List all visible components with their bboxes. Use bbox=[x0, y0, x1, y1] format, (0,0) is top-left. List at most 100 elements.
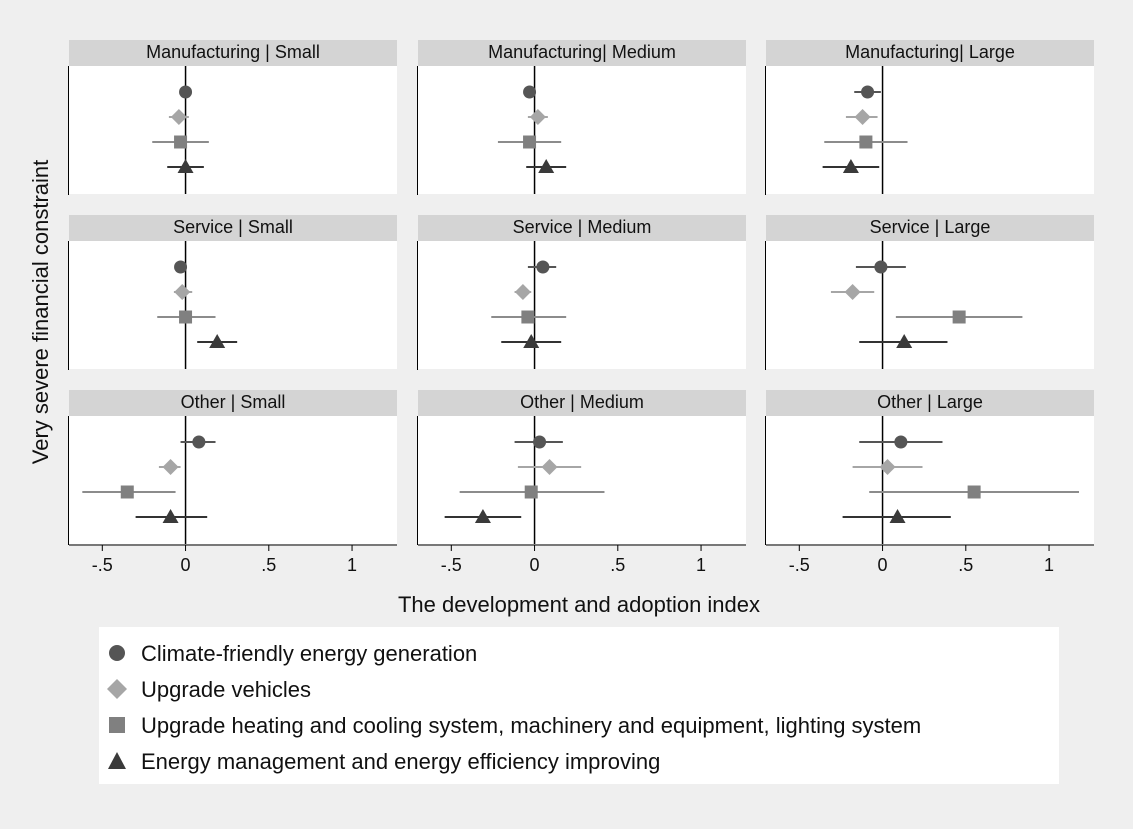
panel: Other | Medium -.5 0 .5 1 bbox=[417, 390, 746, 575]
data-point-triangle bbox=[889, 509, 906, 523]
data-point-diamond bbox=[174, 284, 191, 300]
panel-header bbox=[418, 215, 746, 241]
x-tick-label: 0 bbox=[878, 555, 888, 575]
data-point-diamond bbox=[170, 109, 187, 125]
panel-title: Service | Medium bbox=[513, 217, 652, 237]
data-point-triangle bbox=[162, 509, 179, 523]
panel-header bbox=[766, 40, 1094, 66]
x-tick-label: -.5 bbox=[441, 555, 462, 575]
data-point-triangle bbox=[523, 334, 540, 348]
x-tick-label: 0 bbox=[530, 555, 540, 575]
data-point-square bbox=[967, 485, 981, 499]
x-axis-title: The development and adoption index bbox=[398, 592, 760, 617]
legend-label: Upgrade heating and cooling system, mach… bbox=[141, 713, 922, 738]
plot-area bbox=[766, 66, 1094, 194]
panel-header bbox=[69, 215, 397, 241]
data-point-square bbox=[952, 310, 966, 324]
data-point-circle bbox=[536, 260, 550, 274]
panel-header bbox=[766, 215, 1094, 241]
panel: Service | Small bbox=[68, 215, 397, 370]
x-tick-label: 1 bbox=[1044, 555, 1054, 575]
data-point-triangle bbox=[842, 159, 859, 173]
legend-label: Climate-friendly energy generation bbox=[141, 641, 478, 666]
panel-header bbox=[69, 40, 397, 66]
panel-title: Other | Medium bbox=[520, 392, 644, 412]
triangle-marker-icon bbox=[108, 752, 126, 769]
data-point-triangle bbox=[177, 159, 194, 173]
panel-title: Manufacturing | Small bbox=[146, 42, 320, 62]
data-point-diamond bbox=[854, 109, 871, 125]
plot-area bbox=[418, 416, 746, 544]
diamond-marker-icon bbox=[107, 679, 127, 699]
x-tick-label: .5 bbox=[261, 555, 276, 575]
y-axis-title: Very severe financial constraint bbox=[28, 160, 53, 465]
data-point-triangle bbox=[474, 509, 491, 523]
data-point-circle bbox=[874, 260, 888, 274]
plot-area bbox=[418, 66, 746, 194]
x-tick-label: 1 bbox=[696, 555, 706, 575]
square-marker-icon bbox=[109, 717, 125, 733]
panel-header bbox=[766, 390, 1094, 416]
panel-title: Manufacturing| Large bbox=[845, 42, 1015, 62]
data-point-square bbox=[524, 485, 538, 499]
plot-area bbox=[418, 241, 746, 369]
circle-marker-icon bbox=[109, 645, 125, 661]
data-point-triangle bbox=[896, 334, 913, 348]
legend-item: Upgrade vehicles bbox=[99, 671, 1059, 707]
panel: Manufacturing| Medium bbox=[417, 40, 746, 195]
panel-header bbox=[418, 390, 746, 416]
panel: Manufacturing | Small bbox=[68, 40, 397, 195]
legend: Climate-friendly energy generation Upgra… bbox=[99, 627, 1059, 784]
data-point-square bbox=[523, 135, 537, 149]
plot-area bbox=[69, 66, 397, 194]
data-point-circle bbox=[523, 85, 537, 99]
panel-title: Other | Small bbox=[181, 392, 286, 412]
x-tick-label: -.5 bbox=[789, 555, 810, 575]
plot-area bbox=[69, 416, 397, 544]
data-point-circle bbox=[894, 435, 908, 449]
data-point-triangle bbox=[209, 334, 226, 348]
panel-title: Other | Large bbox=[877, 392, 983, 412]
data-point-circle bbox=[192, 435, 206, 449]
data-point-square bbox=[120, 485, 134, 499]
x-tick-label: .5 bbox=[958, 555, 973, 575]
data-point-square bbox=[174, 135, 188, 149]
data-point-square bbox=[859, 135, 873, 149]
x-tick-label: .5 bbox=[610, 555, 625, 575]
data-point-circle bbox=[533, 435, 547, 449]
data-point-circle bbox=[861, 85, 875, 99]
data-point-diamond bbox=[879, 459, 896, 475]
data-point-triangle bbox=[538, 159, 555, 173]
data-point-square bbox=[179, 310, 193, 324]
legend-item: Climate-friendly energy generation bbox=[99, 635, 1059, 671]
panel: Service | Medium bbox=[417, 215, 746, 370]
legend-label: Upgrade vehicles bbox=[141, 677, 311, 702]
legend-item: Upgrade heating and cooling system, mach… bbox=[99, 707, 1059, 743]
panel: Manufacturing| Large bbox=[765, 40, 1094, 195]
data-point-diamond bbox=[529, 109, 546, 125]
panel-title: Service | Small bbox=[173, 217, 293, 237]
panel-title: Service | Large bbox=[870, 217, 991, 237]
data-point-circle bbox=[174, 260, 188, 274]
plot-area bbox=[766, 416, 1094, 544]
legend-item: Energy management and energy efficiency … bbox=[99, 743, 1059, 779]
x-tick-label: 1 bbox=[347, 555, 357, 575]
panel: Other | Small -.5 0 .5 1 bbox=[68, 390, 397, 575]
panel-header bbox=[418, 40, 746, 66]
panel-header bbox=[69, 390, 397, 416]
data-point-diamond bbox=[162, 459, 179, 475]
data-point-diamond bbox=[844, 284, 861, 300]
legend-label: Energy management and energy efficiency … bbox=[141, 749, 661, 774]
x-tick-label: -.5 bbox=[92, 555, 113, 575]
data-point-square bbox=[521, 310, 535, 324]
plot-area bbox=[69, 241, 397, 369]
panel: Other | Large -.5 0 .5 1 bbox=[765, 390, 1094, 575]
data-point-diamond bbox=[514, 284, 531, 300]
x-tick-label: 0 bbox=[181, 555, 191, 575]
data-point-diamond bbox=[541, 459, 558, 475]
data-point-circle bbox=[179, 85, 193, 99]
panel-title: Manufacturing| Medium bbox=[488, 42, 676, 62]
plot-area bbox=[766, 241, 1094, 369]
